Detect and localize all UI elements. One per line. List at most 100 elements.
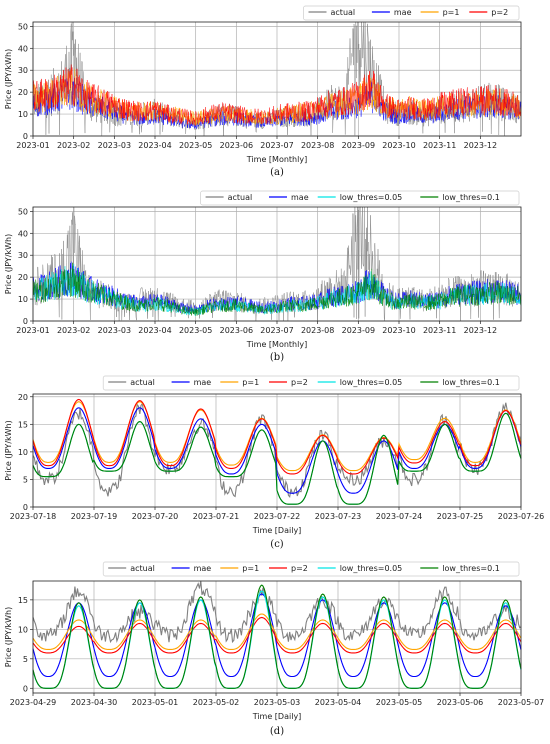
series-line-p2 (32, 616, 522, 654)
plot-border (32, 393, 522, 508)
x-tick-label: 2023-07 (260, 326, 293, 335)
y-tick-label: 0 (23, 317, 28, 326)
legend-label: actual (130, 378, 155, 387)
y-tick-label: 50 (18, 22, 28, 31)
legend-label: mae (394, 8, 412, 17)
y-tick-label: 20 (18, 88, 28, 97)
x-tick-label: 2023-07-19 (71, 512, 118, 521)
x-axis-label: Time [Daily] (252, 712, 302, 721)
x-tick-label: 2023-02 (57, 141, 90, 150)
panel-caption: (c) (270, 539, 284, 550)
x-tick-label: 2023-08 (301, 326, 334, 335)
x-tick-label: 2023-05-02 (193, 698, 240, 707)
x-tick-label: 2023-10 (382, 141, 415, 150)
y-tick-label: 15 (18, 420, 28, 429)
x-tick-label: 2023-11 (423, 326, 456, 335)
x-tick-label: 2023-04-30 (71, 698, 118, 707)
legend-box (303, 5, 520, 21)
x-tick-label: 2023-05-04 (315, 698, 362, 707)
legend-label: mae (194, 378, 212, 387)
x-axis-label: Time [Monthly] (246, 340, 307, 349)
plot-border (32, 206, 522, 322)
x-tick-label: 2023-06 (220, 141, 253, 150)
series-line-p2 (32, 398, 522, 475)
series-line-p=2 (32, 64, 522, 126)
y-tick-label: 0 (23, 684, 28, 693)
legend-label: p=2 (291, 378, 308, 387)
series-line-low01 (32, 584, 522, 689)
x-tick-label: 2023-03 (98, 326, 131, 335)
x-tick-label: 2023-07-25 (437, 512, 484, 521)
x-tick-label: 2023-07-21 (193, 512, 240, 521)
legend-label: low_thres=0.1 (442, 564, 500, 573)
legend-label: actual (130, 564, 155, 573)
y-tick-label: 30 (18, 66, 28, 75)
legend-label: p=1 (443, 8, 460, 17)
x-tick-label: 2023-01 (16, 141, 49, 150)
x-tick-label: 2023-02 (57, 326, 90, 335)
x-tick-label: 2023-03 (98, 141, 131, 150)
y-tick-label: 10 (18, 448, 28, 457)
x-tick-label: 2023-07-18 (10, 512, 57, 521)
y-tick-label: 0 (23, 132, 28, 141)
x-tick-label: 2023-05 (179, 326, 212, 335)
x-tick-label: 2023-07 (260, 141, 293, 150)
y-tick-label: 5 (23, 655, 28, 664)
legend-label: actual (331, 8, 356, 17)
series-line-mae (32, 407, 522, 494)
x-tick-label: 2023-04-29 (10, 698, 57, 707)
y-tick-label: 30 (18, 251, 28, 260)
legend-label: low_thres=0.1 (442, 378, 500, 387)
legend-label: low_thres=0.1 (442, 193, 500, 202)
x-tick-label: 2023-09 (342, 141, 375, 150)
legend-box (102, 561, 520, 577)
x-tick-label: 2023-07-23 (315, 512, 362, 521)
y-axis-label: Price (JPY/kWh) (4, 234, 13, 295)
y-tick-label: 10 (18, 110, 28, 119)
y-tick-label: 50 (18, 207, 28, 216)
x-tick-label: 2023-07-26 (498, 512, 545, 521)
series-line-low_thres=0.1 (32, 262, 522, 316)
chart-panel-a: 0 10 20 30 40 50 2023-01 2023-02 2023-03 2023-04 2… (4, 5, 522, 178)
x-tick-label: 2023-07-22 (254, 512, 301, 521)
series-line-p1 (32, 613, 522, 650)
x-tick-label: 2023-05 (179, 141, 212, 150)
y-tick-label: 40 (18, 229, 28, 238)
x-tick-label: 2023-04 (138, 141, 171, 150)
legend-label: low_thres=0.05 (340, 378, 403, 387)
y-axis-label: Price (JPY/kWh) (4, 420, 13, 481)
legend-label: p=1 (242, 564, 259, 573)
legend-label: p=2 (491, 8, 508, 17)
plot-border (32, 580, 522, 694)
legend-label: low_thres=0.05 (340, 193, 403, 202)
chart-panel-c: 0 5 10 15 20 2023-07-18 2023-07-19 2023-07-20 20… (4, 375, 545, 550)
x-tick-label: 2023-07-20 (132, 512, 179, 521)
legend-label: p=2 (291, 564, 308, 573)
y-axis-label: Price (JPY/kWh) (4, 607, 13, 668)
y-tick-label: 20 (18, 393, 28, 402)
y-tick-label: 0 (23, 503, 28, 512)
x-tick-label: 2023-12 (464, 326, 497, 335)
x-tick-label: 2023-01 (16, 326, 49, 335)
chart-panel-d: 0 5 10 15 2023-04-29 2023-04-30 2023-05-01 2023… (4, 561, 545, 737)
legend-label: low_thres=0.05 (340, 564, 403, 573)
y-tick-label: 10 (18, 295, 28, 304)
y-tick-label: 15 (18, 596, 28, 605)
x-tick-label: 2023-05-01 (132, 698, 179, 707)
series-line-low01 (32, 412, 522, 505)
x-tick-label: 2023-04 (138, 326, 171, 335)
x-tick-label: 2023-12 (464, 141, 497, 150)
plot-border (32, 21, 522, 137)
panel-caption: (b) (270, 352, 284, 363)
series-line-actual (32, 580, 522, 644)
legend-label: mae (291, 193, 309, 202)
x-tick-label: 2023-05-05 (376, 698, 423, 707)
panel-caption: (d) (270, 726, 284, 737)
legend-box (102, 375, 520, 391)
x-tick-label: 2023-07-24 (376, 512, 423, 521)
x-tick-label: 2023-05-07 (498, 698, 545, 707)
x-tick-label: 2023-09 (342, 326, 375, 335)
y-tick-label: 20 (18, 273, 28, 282)
panel-caption: (a) (270, 167, 284, 178)
